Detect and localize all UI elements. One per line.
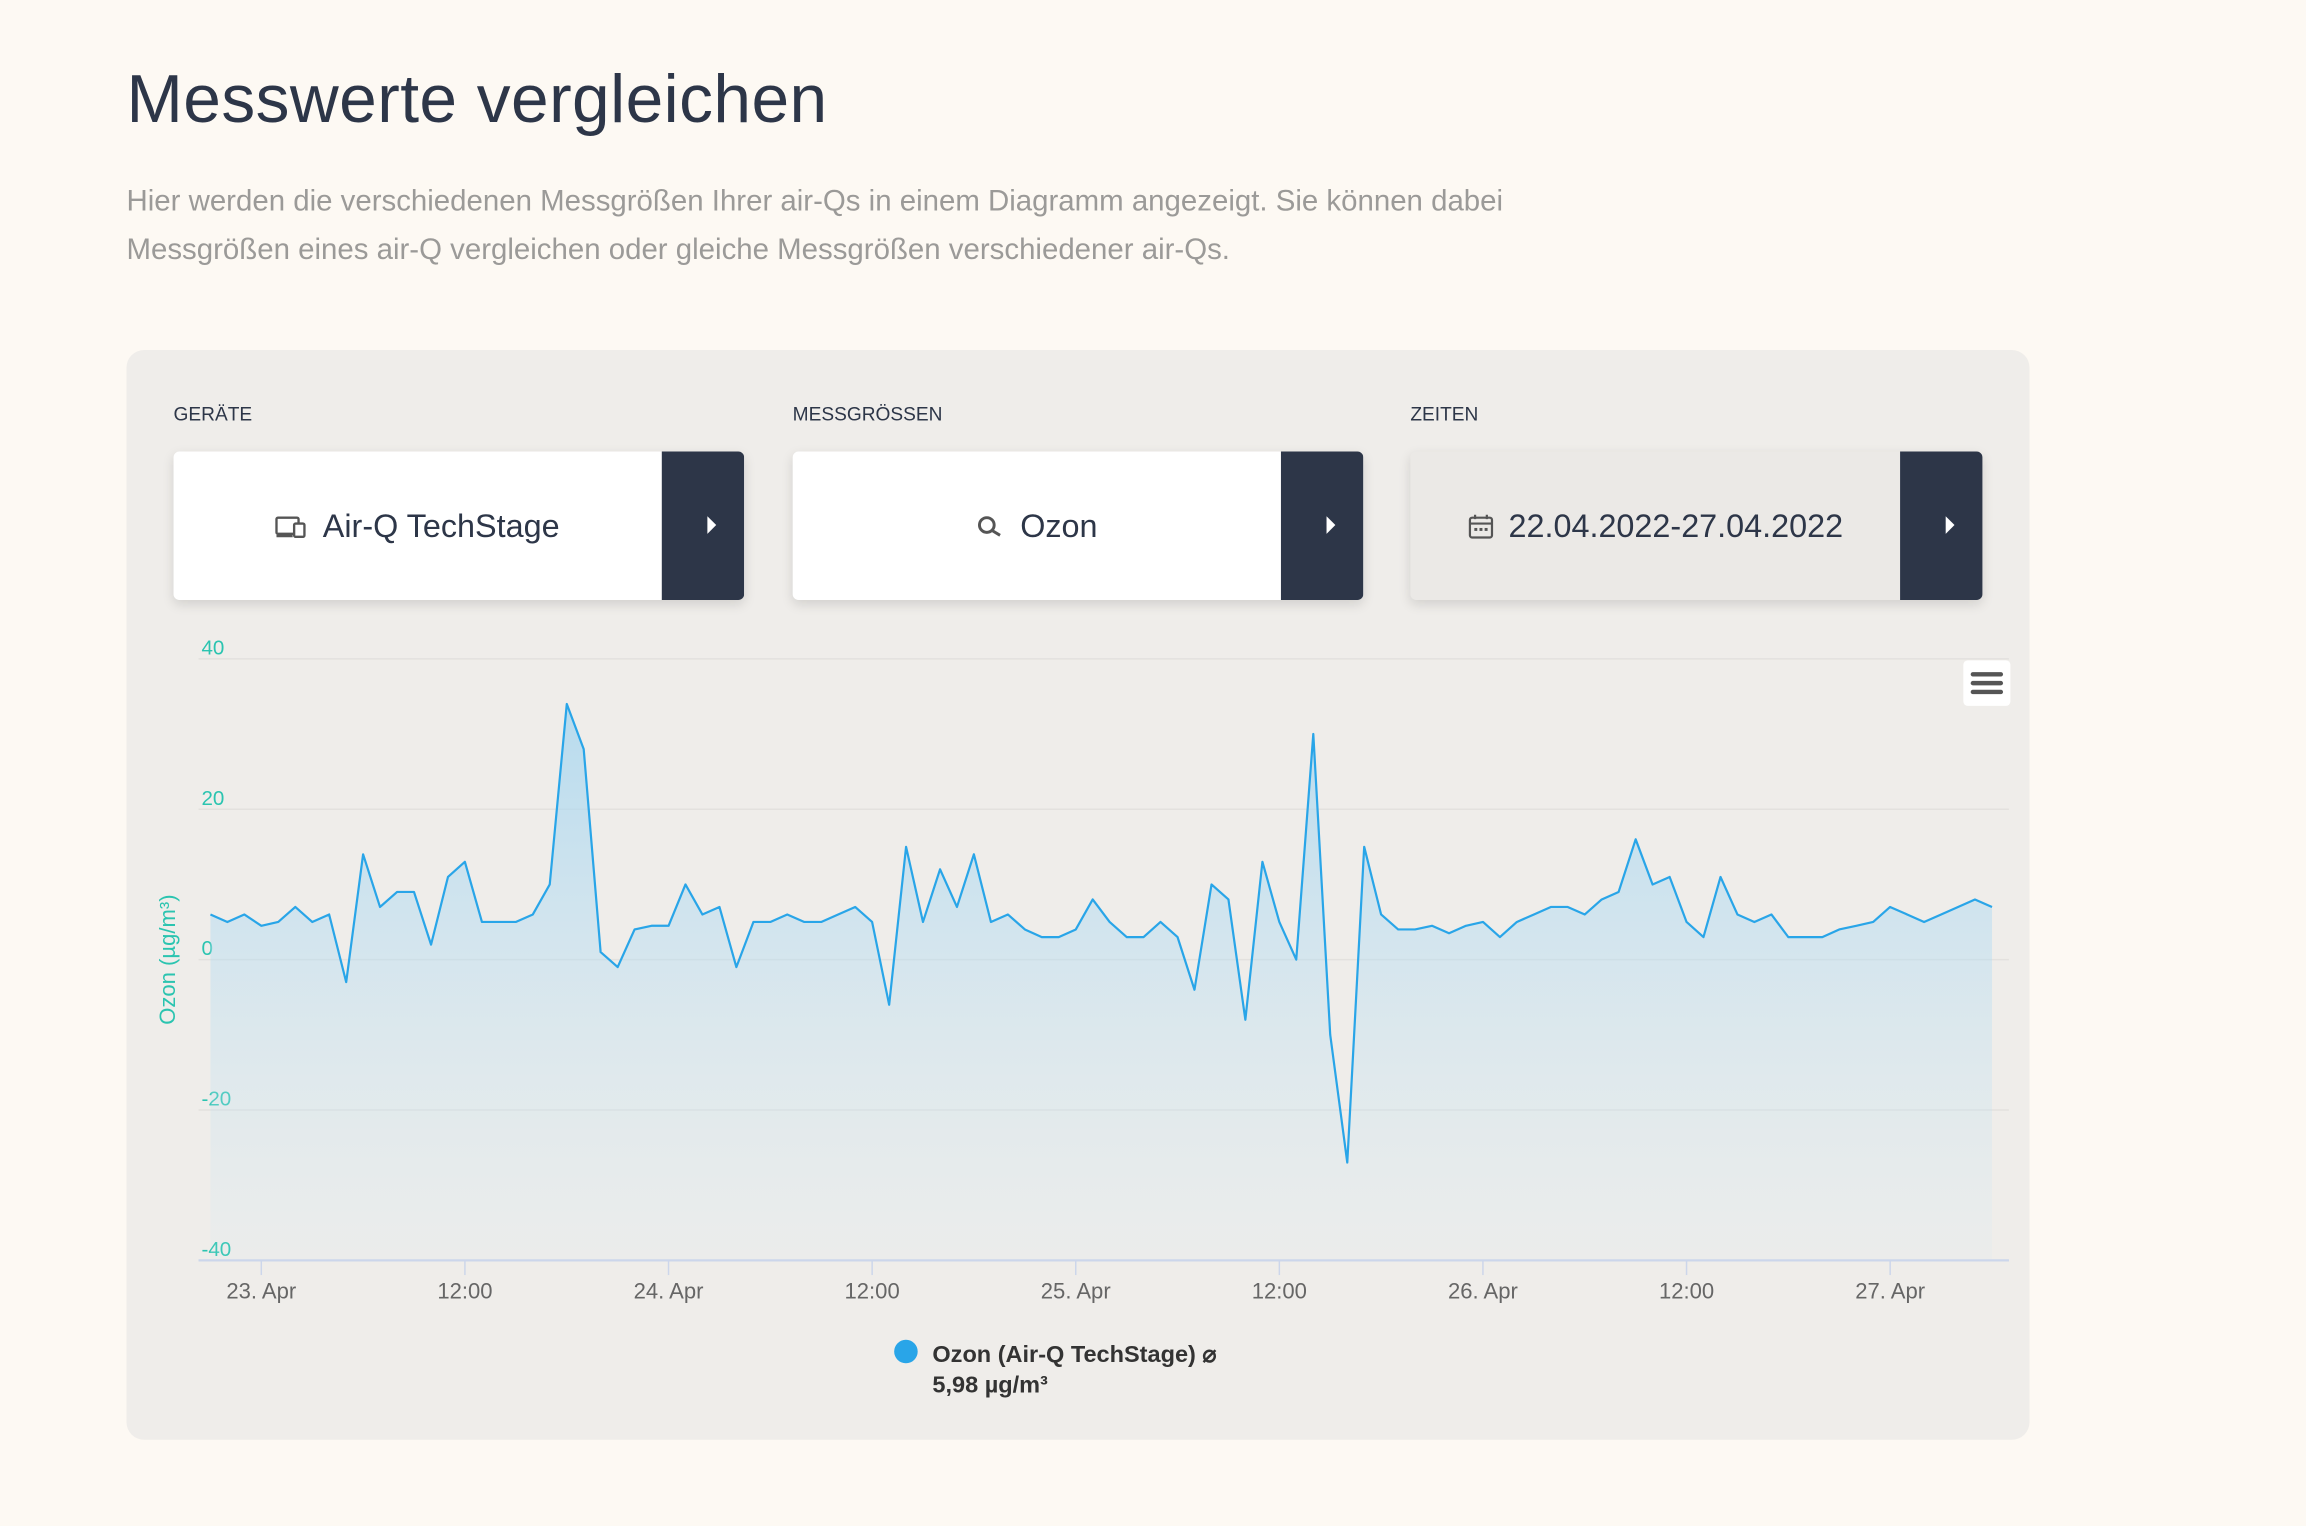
x-tick-label: 12:00: [845, 1279, 900, 1304]
measure-value: Ozon: [1020, 506, 1098, 544]
x-tick-label: 12:00: [1252, 1279, 1307, 1304]
calendar-icon: [1468, 513, 1493, 538]
arrow-icon: [707, 516, 717, 534]
x-tick-label: 24. Apr: [634, 1279, 704, 1304]
x-tick-label: 12:00: [437, 1279, 492, 1304]
area-fill: [210, 704, 1993, 1261]
time-select[interactable]: 22.04.2022-27.04.2022: [1410, 451, 1983, 601]
y-tick-label: 20: [201, 787, 224, 810]
arrow-icon: [1945, 516, 1955, 534]
filter-label: GERÄTE: [173, 402, 253, 426]
device-value: Air-Q TechStage: [322, 506, 560, 544]
time-button[interactable]: [1900, 451, 1983, 601]
page-description: Hier werden die verschiedenen Messgrößen…: [126, 185, 1504, 267]
arrow-icon: [1326, 516, 1336, 534]
legend-average: 5,98 µg/m³: [932, 1372, 1048, 1398]
x-tick-label: 12:00: [1659, 1279, 1714, 1304]
y-tick-label: 40: [201, 636, 224, 659]
series-line: [210, 702, 1993, 1164]
time-value: 22.04.2022-27.04.2022: [1508, 506, 1844, 544]
menu-button[interactable]: [1963, 660, 2011, 706]
legend-marker: [894, 1339, 918, 1364]
device-icon: [276, 515, 307, 538]
device-button[interactable]: [661, 451, 745, 601]
filter-label: ZEITEN: [1410, 402, 1479, 426]
device-select[interactable]: Air-Q TechStage: [173, 451, 745, 601]
filter-label: MESSGRÖSSEN: [792, 402, 943, 426]
x-tick-label: 25. Apr: [1041, 1279, 1111, 1304]
search-icon: [977, 515, 1001, 536]
measure-button[interactable]: [1280, 451, 1364, 601]
legend-label: Ozon (Air-Q TechStage) ⌀: [932, 1341, 1217, 1367]
y-axis-label: Ozon (µg/m³): [155, 894, 180, 1024]
y-tick-label: 0: [201, 937, 212, 960]
measure-select[interactable]: Ozon: [792, 451, 1364, 601]
x-tick-label: 23. Apr: [226, 1279, 296, 1304]
page-title: Messwerte vergleichen: [126, 60, 828, 137]
x-tick-label: 26. Apr: [1448, 1279, 1518, 1304]
x-tick-label: 27. Apr: [1855, 1279, 1925, 1304]
